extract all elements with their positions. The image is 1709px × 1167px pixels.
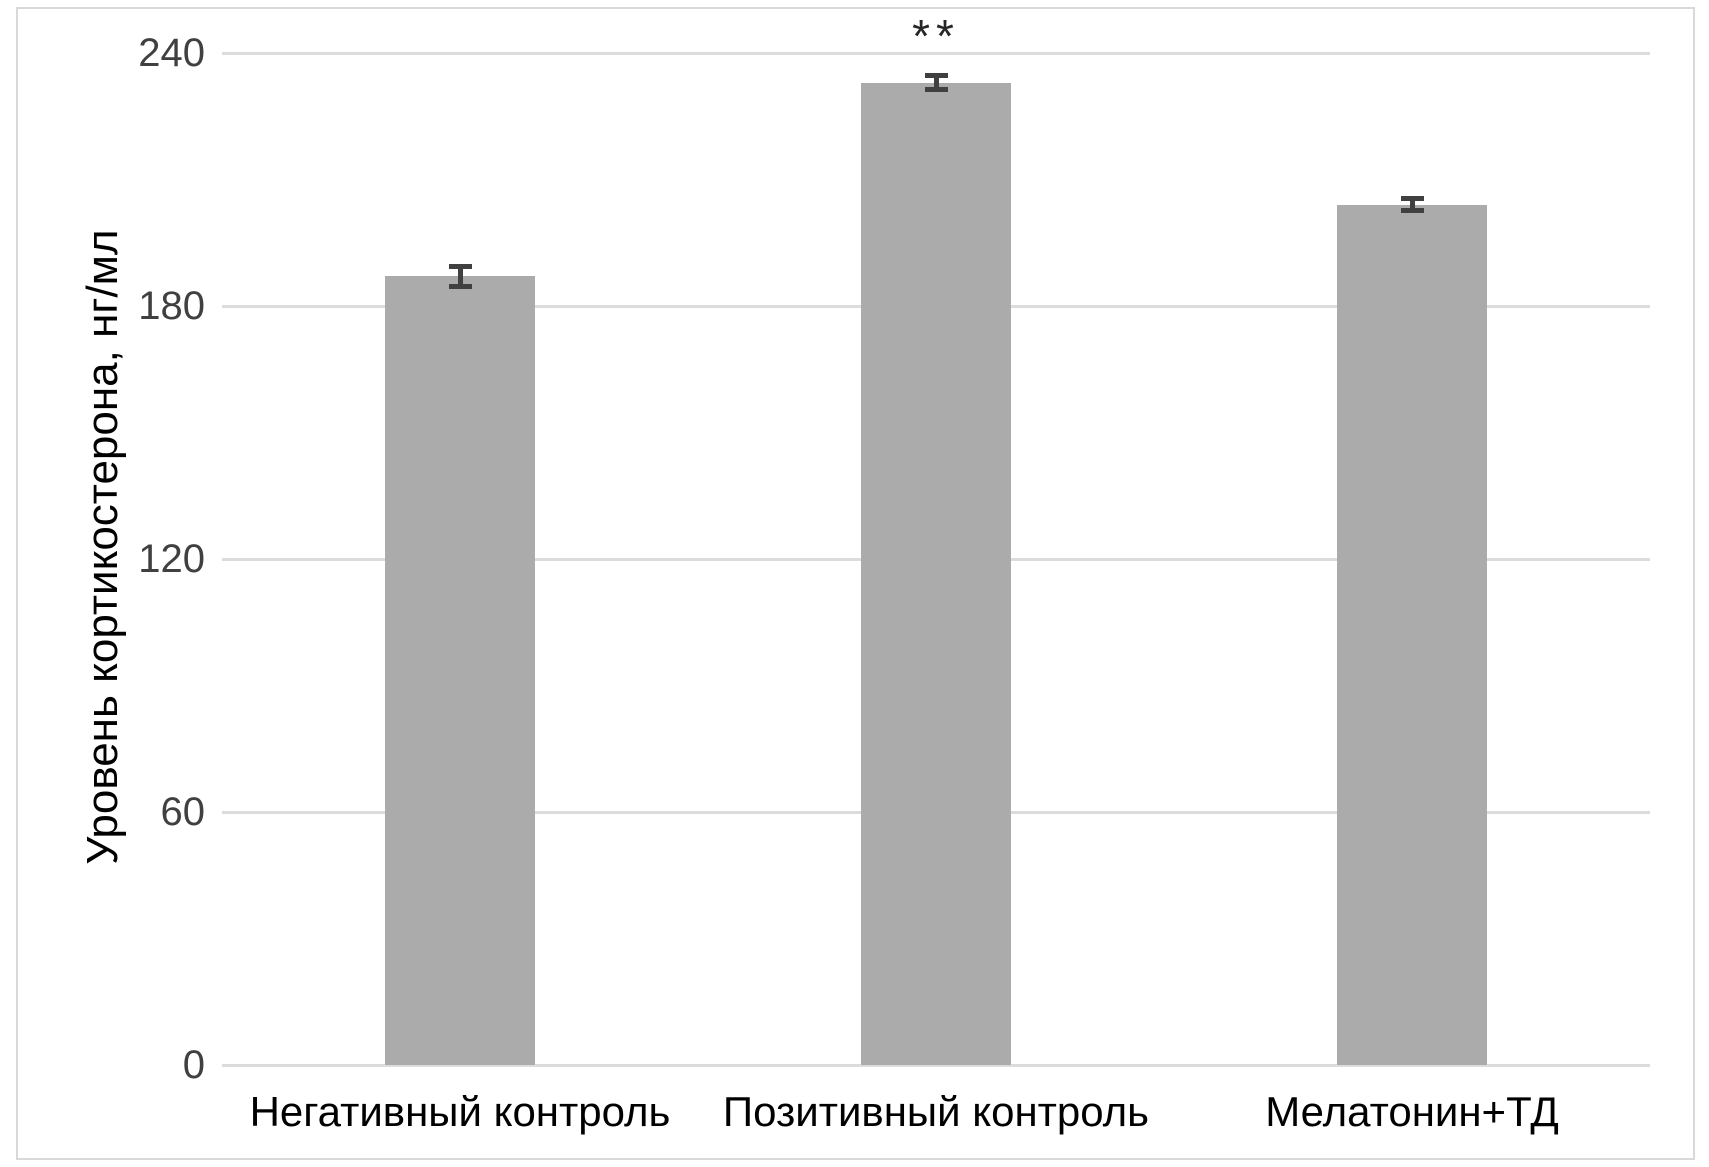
chart-frame xyxy=(16,7,1695,1160)
y-tick-label: 240 xyxy=(138,31,205,75)
error-bar-cap-bottom xyxy=(924,86,948,92)
significance-annotation: ** xyxy=(912,10,960,63)
y-tick-label: 0 xyxy=(182,1043,205,1087)
error-bar-cap-bottom xyxy=(1400,208,1424,214)
bar xyxy=(1337,204,1487,1065)
y-tick-label: 60 xyxy=(160,790,206,834)
gridline xyxy=(222,1063,1650,1067)
gridline xyxy=(222,51,1650,55)
error-bar-cap-top xyxy=(448,263,472,269)
x-category-label: Негативный контроль xyxy=(249,1088,671,1135)
error-bar-cap-top xyxy=(1400,196,1424,202)
error-bar-cap-bottom xyxy=(448,284,472,290)
error-bar-line xyxy=(457,263,463,290)
x-category-label: Позитивный контроль xyxy=(722,1088,1150,1135)
y-tick-label: 180 xyxy=(138,284,205,328)
bar xyxy=(861,82,1011,1065)
error-bar-line xyxy=(933,73,939,92)
y-tick-label: 120 xyxy=(138,537,205,581)
error-bar-cap-top xyxy=(924,73,948,79)
x-category-label: Мелатонин+ТД xyxy=(1265,1088,1559,1135)
error-bar-line xyxy=(1409,196,1415,214)
bar xyxy=(385,276,535,1065)
y-axis-title-text: Уровень кортикостерона, нг/мл xyxy=(78,229,127,865)
